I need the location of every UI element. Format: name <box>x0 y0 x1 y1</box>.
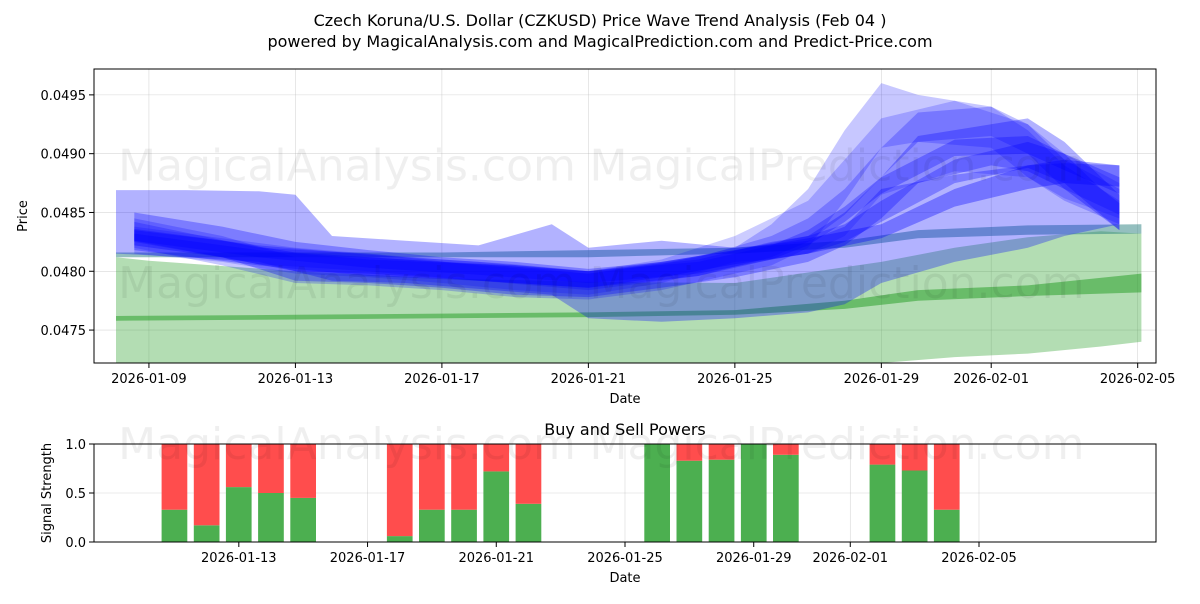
signal-xtick-label: 2026-01-25 <box>587 551 663 566</box>
buy-bar <box>483 471 510 542</box>
sell-bar <box>419 444 445 510</box>
sell-bar <box>901 444 928 471</box>
signal-chart-ticks: 2026-01-13 2026-01-17 2026-01-21 2026-01-25… <box>65 438 1016 566</box>
price-xtick-label: 2026-01-29 <box>844 372 920 387</box>
price-xtick-label: 2026-01-13 <box>258 372 334 387</box>
blue-wave-band <box>134 159 1120 288</box>
buy-bar <box>644 444 670 542</box>
chart-title-line1: Czech Koruna/U.S. Dollar (CZKUSD) Price … <box>314 11 887 30</box>
sell-bar <box>258 444 284 493</box>
price-xtick-label: 2026-02-01 <box>953 372 1029 387</box>
signal-xtick-label: 2026-02-01 <box>812 551 888 566</box>
sell-bar <box>161 444 188 510</box>
price-ytick-label: 0.0480 <box>41 265 87 280</box>
price-ytick-label: 0.0485 <box>41 206 87 221</box>
signal-xtick-label: 2026-01-21 <box>458 551 534 566</box>
price-ylabel: Price <box>16 200 31 232</box>
sell-bar <box>708 444 735 460</box>
sell-bar <box>933 444 960 510</box>
buy-bar <box>290 497 316 542</box>
blue-wave-band <box>134 100 1120 295</box>
teal-trend-band <box>116 224 1142 258</box>
price-chart-ticks: 2026-01-09 2026-01-13 2026-01-17 2026-01-21… <box>41 89 1176 387</box>
blue-wave-band <box>116 163 1120 322</box>
price-chart-frame <box>93 68 1157 364</box>
price-ytick-label: 0.0490 <box>41 148 87 163</box>
blue-wave-band <box>134 118 1120 298</box>
buy-bar <box>161 509 188 542</box>
signal-ytick-label: 0.0 <box>65 536 86 551</box>
price-ytick-label: 0.0495 <box>41 89 87 104</box>
buy-bar <box>773 454 799 542</box>
price-green-bands <box>116 224 1142 363</box>
sell-bar <box>386 444 413 537</box>
blue-wave-band <box>134 141 1120 288</box>
sell-bar <box>773 444 799 455</box>
buy-bar <box>515 503 542 542</box>
signal-bars <box>161 444 960 542</box>
signal-xtick-label: 2026-01-13 <box>201 551 277 566</box>
blue-wave-band <box>134 136 1120 283</box>
watermark-text: MagicalAnalysis.com <box>118 258 576 309</box>
buy-bar <box>386 536 413 542</box>
chart-title-line2: powered by MagicalAnalysis.com and Magic… <box>267 32 932 51</box>
sell-bar <box>869 444 896 465</box>
buy-bar <box>451 509 477 542</box>
buy-bar <box>225 487 252 542</box>
signal-ylabel: Signal Strength <box>40 443 55 543</box>
price-xtick-label: 2026-01-25 <box>697 372 773 387</box>
price-watermarks: MagicalAnalysis.com MagicalPrediction.com… <box>118 140 1084 309</box>
watermark-text: MagicalAnalysis.com <box>118 140 576 191</box>
signal-xtick-label: 2026-01-29 <box>716 551 792 566</box>
signal-chart-title: Buy and Sell Powers <box>544 420 706 439</box>
buy-bar <box>419 509 445 542</box>
price-xtick-label: 2026-02-05 <box>1100 372 1176 387</box>
sell-bar <box>290 444 316 498</box>
buy-bar <box>901 470 928 542</box>
buy-bar <box>869 464 896 542</box>
buy-bar <box>708 459 735 542</box>
sell-bar <box>676 444 703 461</box>
buy-bar <box>933 509 960 542</box>
buy-bar <box>193 525 220 542</box>
green-confidence-band <box>116 231 1142 363</box>
price-chart-grid <box>94 69 1156 363</box>
sell-bar <box>225 444 252 488</box>
sell-bar <box>193 444 220 526</box>
blue-wave-band <box>134 83 1120 300</box>
signal-chart: Buy and Sell Powers MagicalAnalysis.com M… <box>40 419 1157 586</box>
price-ytick-label: 0.0475 <box>41 324 87 339</box>
signal-xtick-label: 2026-02-05 <box>941 551 1017 566</box>
price-xtick-label: 2026-01-09 <box>111 372 187 387</box>
signal-xlabel: Date <box>609 571 640 586</box>
sell-bar <box>483 444 510 472</box>
buy-bar <box>740 444 767 542</box>
price-blue-waves <box>116 83 1120 322</box>
price-xlabel: Date <box>609 392 640 407</box>
buy-bar <box>258 493 284 542</box>
buy-bar <box>676 460 703 542</box>
sell-bar <box>515 444 542 504</box>
sell-bar <box>451 444 477 510</box>
price-xtick-label: 2026-01-21 <box>551 372 627 387</box>
signal-xtick-label: 2026-01-17 <box>330 551 406 566</box>
green-trend-band <box>116 273 1142 321</box>
blue-wave-band <box>134 106 1120 291</box>
watermark-text: MagicalPrediction.com <box>590 258 1085 309</box>
price-xtick-label: 2026-01-17 <box>404 372 480 387</box>
signal-ytick-label: 0.5 <box>65 487 86 502</box>
price-chart: MagicalAnalysis.com MagicalPrediction.com… <box>16 68 1176 407</box>
watermark-text: MagicalPrediction.com <box>590 140 1085 191</box>
signal-ytick-label: 1.0 <box>65 438 86 453</box>
